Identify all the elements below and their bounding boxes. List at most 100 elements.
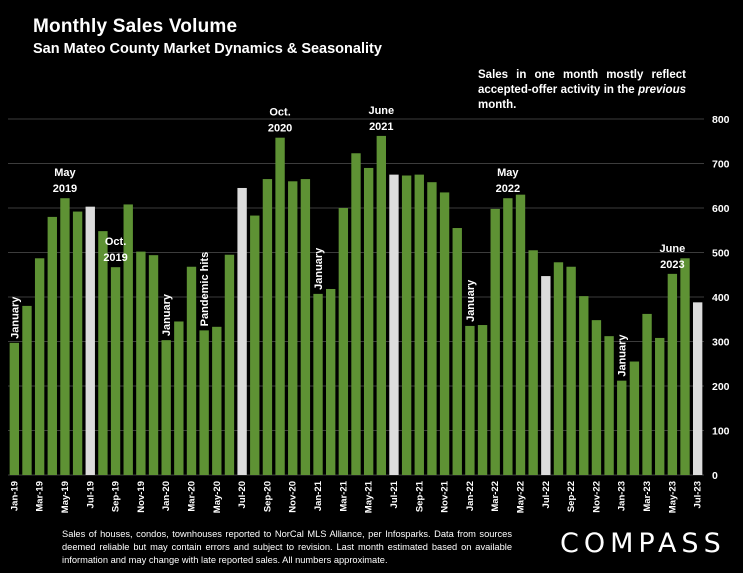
bar <box>566 266 576 475</box>
bar <box>389 174 399 475</box>
bar <box>313 293 323 475</box>
chart-title: Monthly Sales Volume <box>33 16 238 37</box>
bar <box>439 192 450 476</box>
x-tick-label: Sep-20 <box>262 481 273 512</box>
bar <box>110 267 121 475</box>
bar <box>655 337 665 475</box>
bar <box>9 342 20 475</box>
bar <box>326 288 336 475</box>
x-tick-label: Jan-22 <box>465 481 476 511</box>
x-tick-label: Jul-23 <box>693 481 704 508</box>
x-tick-label: Jan-23 <box>617 481 628 511</box>
y-tick-label: 200 <box>712 381 730 393</box>
source-footnote: Sales of houses, condos, townhouses repo… <box>62 529 512 565</box>
annotation-label: January <box>161 293 173 336</box>
x-tick-label: Jul-21 <box>389 480 400 508</box>
bar <box>136 251 146 475</box>
bar <box>275 137 285 475</box>
bar <box>262 179 273 475</box>
bar <box>22 305 32 475</box>
x-tick-label: Mar-20 <box>186 481 197 512</box>
bar <box>212 326 222 475</box>
bar <box>604 336 614 475</box>
annotation-label: May 2019 <box>53 167 77 195</box>
x-tick-label: May-22 <box>516 481 527 513</box>
bar <box>692 302 703 475</box>
bar <box>465 325 475 475</box>
bar <box>98 231 108 475</box>
x-tick-label: Mar-21 <box>338 480 349 511</box>
chart-note: Sales in one month mostly reflect accept… <box>478 68 686 113</box>
note-emphasis: previous <box>638 84 686 96</box>
bar <box>667 273 678 475</box>
x-tick-label: Jan-19 <box>9 481 20 511</box>
bar <box>85 206 95 476</box>
bar <box>591 320 602 475</box>
bar <box>553 262 564 475</box>
x-tick-label: Nov-20 <box>288 481 299 513</box>
annotation-label: January <box>617 334 629 377</box>
note-text-1: Sales in one month mostly reflect accept… <box>478 69 686 96</box>
bar <box>515 194 526 475</box>
compass-logo: COMPASS <box>560 528 726 559</box>
x-tick-label: Jul-22 <box>541 481 552 508</box>
y-tick-label: 800 <box>712 114 730 126</box>
annotation-label: June 2023 <box>660 243 686 271</box>
x-tick-label: Sep-22 <box>566 481 577 512</box>
annotation-label: Oct. 2020 <box>268 107 292 135</box>
bar <box>199 330 209 475</box>
bar <box>503 198 513 475</box>
x-tick-label: Sep-21 <box>414 480 425 512</box>
y-tick-label: 700 <box>712 159 730 171</box>
bar <box>528 250 538 475</box>
x-tick-label: Nov-19 <box>136 481 147 513</box>
bar <box>490 208 500 475</box>
bar <box>288 181 298 476</box>
annotation-label: Pandemic hits <box>199 252 211 327</box>
x-tick-label: Jan-20 <box>161 481 172 511</box>
bar <box>642 313 652 475</box>
annotation-label: May 2022 <box>496 167 520 195</box>
bar <box>34 258 45 475</box>
note-text-2: month. <box>478 99 517 111</box>
y-tick-label: 600 <box>712 203 730 215</box>
y-tick-label: 500 <box>712 248 730 260</box>
bar <box>237 187 247 475</box>
x-tick-label: Mar-19 <box>35 481 46 512</box>
x-tick-label: Nov-22 <box>591 481 602 513</box>
x-tick-label: Mar-23 <box>642 481 653 512</box>
y-tick-label: 300 <box>712 337 730 349</box>
bar <box>338 208 349 475</box>
annotation-label: Oct. 2019 <box>103 236 127 264</box>
bar <box>60 198 70 475</box>
x-tick-label: Jan-21 <box>313 480 324 511</box>
bar <box>174 321 184 475</box>
bar <box>351 153 361 475</box>
bar <box>477 325 488 475</box>
bar <box>452 228 462 475</box>
annotation-label: January <box>9 296 21 339</box>
annotation-label: January <box>313 247 325 290</box>
x-tick-label: Nov-21 <box>440 480 451 512</box>
x-tick-label: May-23 <box>667 481 678 513</box>
bar <box>161 340 171 475</box>
bar <box>617 380 627 475</box>
x-tick-label: May-19 <box>60 481 71 513</box>
bar <box>123 204 133 475</box>
bar <box>47 216 57 475</box>
annotation-label: June 2021 <box>368 105 394 133</box>
x-tick-label: Jul-20 <box>237 481 248 508</box>
chart-subtitle: San Mateo County Market Dynamics & Seaso… <box>33 41 382 57</box>
bar <box>224 254 235 475</box>
x-tick-label: Sep-19 <box>111 481 122 512</box>
y-tick-label: 0 <box>712 470 718 482</box>
bar <box>414 174 424 475</box>
bar <box>148 255 159 475</box>
x-tick-label: Mar-22 <box>490 481 501 512</box>
x-tick-label: May-20 <box>212 481 223 513</box>
bar <box>250 215 260 475</box>
bar <box>300 179 311 475</box>
x-tick-label: May-21 <box>364 480 375 513</box>
